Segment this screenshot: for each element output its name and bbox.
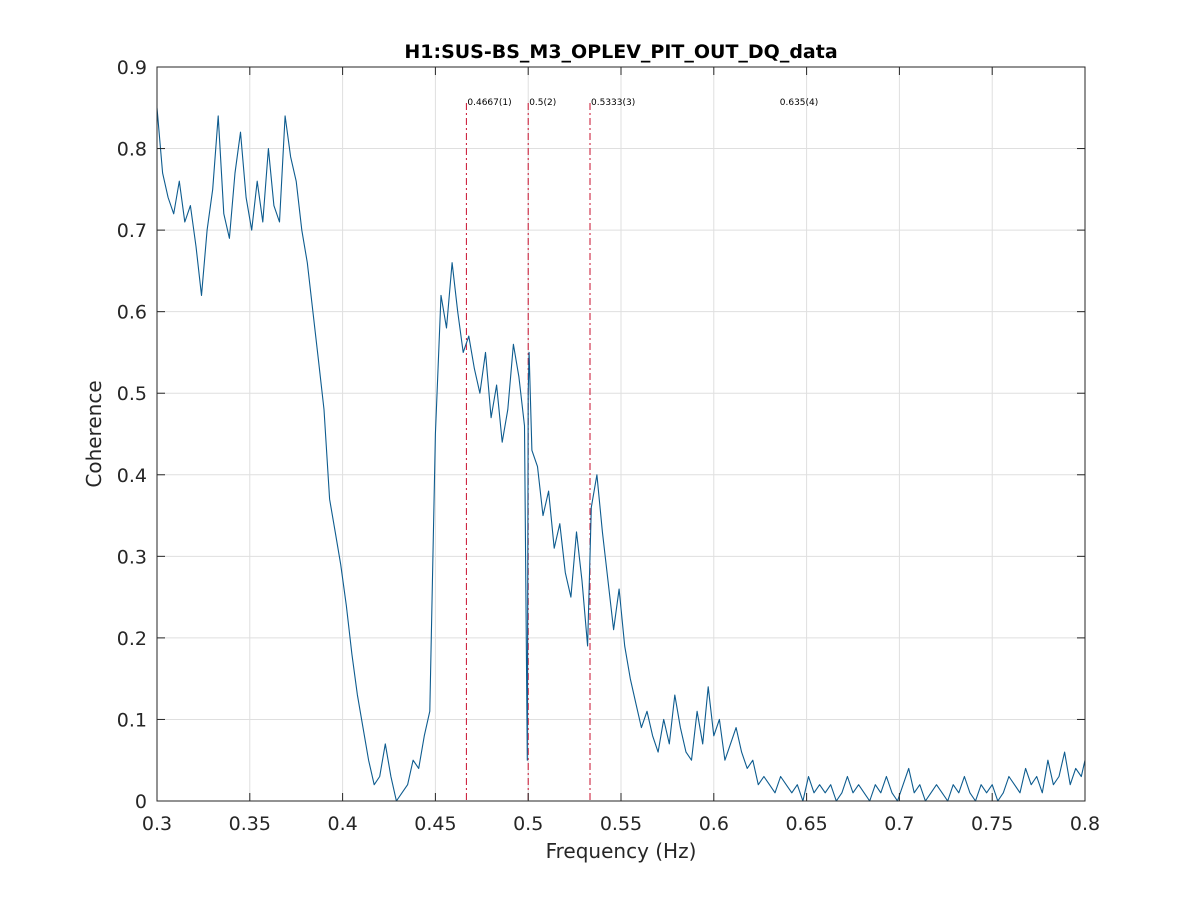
frequency-marker-label: 0.5(2) xyxy=(529,98,556,108)
frequency-marker-label: 0.635(4) xyxy=(780,98,819,108)
y-tick-label: 0.1 xyxy=(117,709,147,731)
x-axis-label: Frequency (Hz) xyxy=(546,839,697,863)
x-tick-label: 0.65 xyxy=(785,813,827,835)
y-axis-label: Coherence xyxy=(82,380,106,487)
axis-ticks: 0.3 0.35 0.4 0.45 0.5 0.55 0.6 0.65 0.7 0.75 0.800… xyxy=(117,57,1100,835)
x-tick-label: 0.4 xyxy=(327,813,357,835)
grid-lines xyxy=(157,67,1085,801)
x-tick-label: 0.6 xyxy=(699,813,729,835)
series-layer xyxy=(156,107,1086,802)
y-tick-label: 0 xyxy=(135,791,147,813)
y-tick-label: 0.6 xyxy=(117,302,147,324)
y-tick-label: 0.2 xyxy=(117,628,147,650)
x-tick-label: 0.75 xyxy=(971,813,1013,835)
x-tick-label: 0.7 xyxy=(884,813,914,835)
x-tick-label: 0.3 xyxy=(142,813,172,835)
x-tick-label: 0.5 xyxy=(513,813,543,835)
x-tick-label: 0.35 xyxy=(229,813,271,835)
y-tick-label: 0.5 xyxy=(117,383,147,405)
coherence-series-line xyxy=(156,107,1086,802)
y-tick-label: 0.9 xyxy=(117,57,147,79)
y-tick-label: 0.4 xyxy=(117,465,147,487)
chart-title: H1:SUS-BS_M3_OPLEV_PIT_OUT_DQ_data xyxy=(404,41,837,63)
frequency-marker-label: 0.4667(1) xyxy=(467,98,511,108)
frequency-marker-label: 0.5333(3) xyxy=(591,98,635,108)
y-tick-label: 0.3 xyxy=(117,546,147,568)
y-tick-label: 0.8 xyxy=(117,139,147,161)
y-tick-label: 0.7 xyxy=(117,220,147,242)
x-tick-label: 0.55 xyxy=(600,813,642,835)
x-tick-label: 0.8 xyxy=(1070,813,1100,835)
x-tick-label: 0.45 xyxy=(414,813,456,835)
